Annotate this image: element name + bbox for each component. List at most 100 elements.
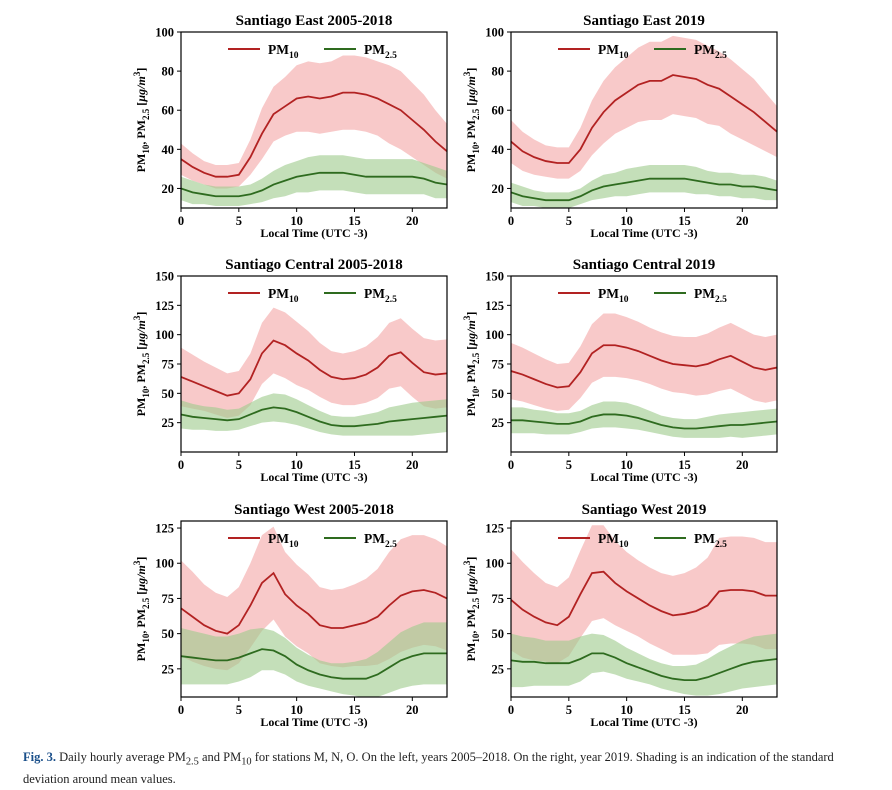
x-tick-label: 0 [178,458,184,472]
y-tick-label: 100 [485,26,504,40]
y-tick-label: 75 [162,358,175,372]
y-tick-label: 125 [485,299,504,313]
x-axis-label: Local Time (UTC -3) [260,226,367,240]
x-tick-label: 10 [620,214,633,228]
series-line-pm25 [511,413,777,430]
y-tick-label: 20 [492,182,505,196]
x-axis-label: Local Time (UTC -3) [260,715,367,729]
y-tick-label: 40 [162,143,175,157]
y-tick-label: 100 [485,328,504,342]
legend-label-pm25: PM2.5 [694,42,727,61]
x-tick-label: 20 [736,458,749,472]
x-axis-label: Local Time (UTC -3) [260,470,367,484]
y-tick-label: 25 [492,662,505,676]
series-line-pm10 [181,571,447,635]
y-axis-label: PM10, PM2.5 [µg/m3] [132,557,151,662]
x-tick-label: 15 [348,458,361,472]
std-band-pm10 [181,307,447,418]
x-tick-label: 0 [178,703,184,717]
y-tick-label: 100 [155,557,174,571]
series-line-pm25 [511,652,777,682]
x-tick-label: 20 [406,214,419,228]
x-tick-label: 10 [290,458,303,472]
series-line-pm25 [511,177,777,202]
y-tick-label: 80 [162,65,175,79]
x-tick-label: 0 [508,458,514,472]
legend-label-pm10: PM10 [268,531,299,550]
x-tick-label: 5 [566,458,572,472]
chart-panel-1: 0 5 10 15 20 20 40 60 80 100 Santiago East 2005-20… [132,13,448,240]
std-band-pm10 [511,313,777,411]
y-tick-label: 75 [162,592,175,606]
legend-label-pm10: PM10 [268,286,299,305]
panel-title: Santiago East 2019 [583,13,705,29]
series-line-pm25 [181,406,447,428]
legend-label-pm10: PM10 [598,42,629,61]
y-tick-label: 25 [162,416,175,430]
plot-area [511,35,777,208]
caption-text-before: Daily hourly average PM [59,750,186,764]
x-tick-label: 5 [236,214,242,228]
series-line-pm25 [181,648,447,680]
plot-area [511,525,777,696]
y-tick-label: 50 [162,627,175,641]
caption-sub-10: 10 [241,756,252,768]
y-tick-label: 60 [492,104,505,118]
x-tick-label: 0 [178,214,184,228]
legend-label-pm10: PM10 [598,286,629,305]
y-tick-label: 100 [155,26,174,40]
x-tick-label: 0 [508,214,514,228]
x-axis-label: Local Time (UTC -3) [590,470,697,484]
x-axis-label: Local Time (UTC -3) [590,715,697,729]
series-line-pm10 [181,91,447,178]
caption-text-after: for stations M, N, O. On the left, years… [23,750,834,786]
x-tick-label: 20 [406,703,419,717]
y-tick-label: 125 [155,522,174,536]
caption-label: Fig. 3. [23,750,56,764]
legend-label-pm10: PM10 [268,42,299,61]
series-line-pm25 [181,171,447,198]
x-axis-label: Local Time (UTC -3) [590,226,697,240]
x-tick-label: 15 [348,703,361,717]
y-tick-label: 50 [492,387,505,401]
caption-text-mid: and PM [198,750,242,764]
y-tick-label: 80 [492,65,505,79]
plot-area [181,526,447,697]
y-tick-label: 150 [155,270,174,284]
series-line-pm10 [181,339,447,397]
chart-panel-5: 0 5 10 15 20 25 50 75 100 125 Santiago West 2005-2… [132,502,448,729]
legend-label-pm25: PM2.5 [364,531,397,550]
x-tick-label: 5 [236,458,242,472]
y-axis-label: PM10, PM2.5 [µg/m3] [462,557,481,662]
axes-frame [510,520,778,698]
y-tick-label: 125 [485,522,504,536]
x-tick-label: 10 [620,458,633,472]
y-tick-label: 40 [492,143,505,157]
x-tick-label: 15 [678,703,691,717]
panel-title: Santiago Central 2019 [573,257,716,273]
y-tick-label: 60 [162,104,175,118]
std-band-pm10 [181,55,447,189]
legend-label-pm10: PM10 [598,531,629,550]
std-band-pm25 [181,393,447,436]
axes-frame [180,520,448,698]
axes-frame [510,31,778,209]
y-tick-label: 50 [492,627,505,641]
std-band-pm10 [511,35,777,179]
x-tick-label: 15 [678,458,691,472]
x-tick-label: 5 [566,703,572,717]
chart-panel-3: 0 5 10 15 20 25 50 75 100 125 150 Santiago Central … [132,257,448,484]
y-tick-label: 100 [155,328,174,342]
caption-sub-25: 2.5 [185,756,199,768]
x-tick-label: 20 [736,703,749,717]
chart-panel-6: 0 5 10 15 20 25 50 75 100 125 Santiago West 2019 Lo… [462,502,778,729]
legend-label-pm25: PM2.5 [364,286,397,305]
legend-label-pm25: PM2.5 [694,531,727,550]
x-tick-label: 20 [406,458,419,472]
x-tick-label: 15 [678,214,691,228]
chart-panel-2: 0 5 10 15 20 20 40 60 80 100 Santiago East 2019 Loc… [462,13,778,240]
series-line-pm10 [511,570,777,627]
x-tick-label: 5 [566,214,572,228]
figure-caption: Fig. 3. Daily hourly average PM2.5 and P… [23,749,883,788]
